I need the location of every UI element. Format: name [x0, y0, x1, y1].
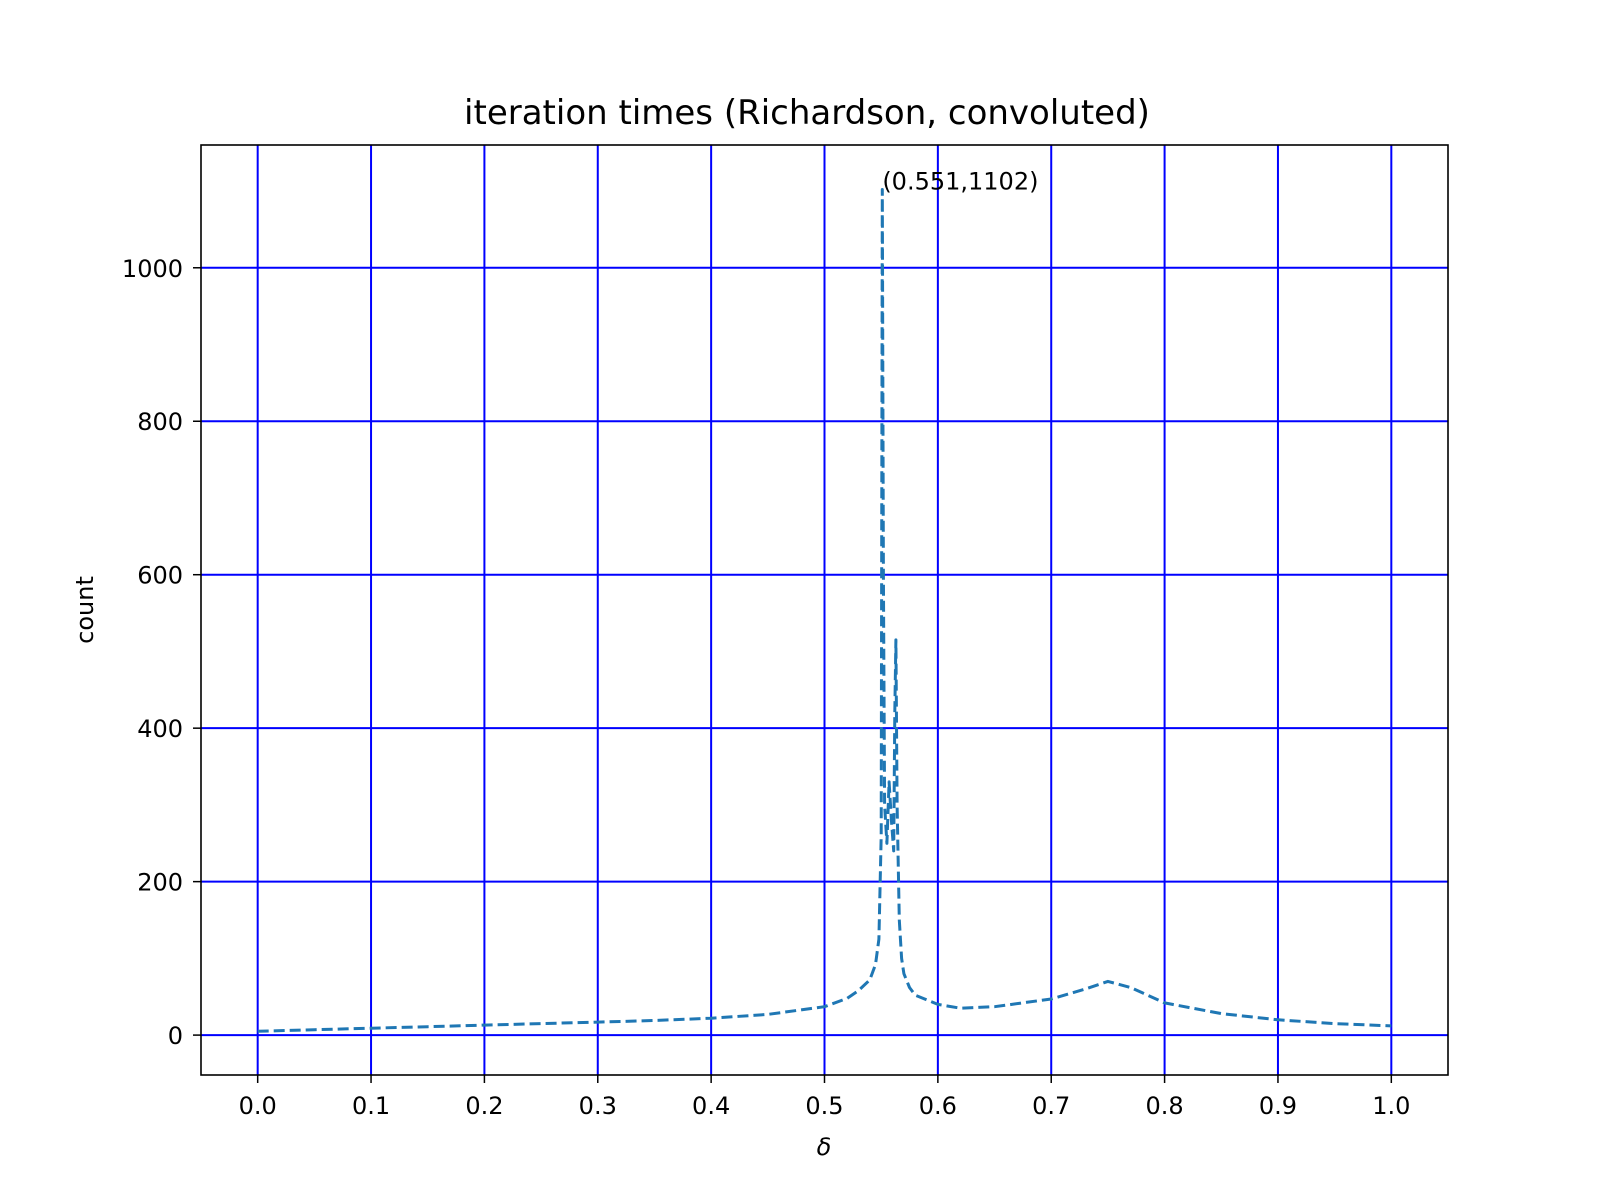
y-tick-label: 1000 — [122, 255, 183, 283]
y-tick-label: 200 — [137, 869, 183, 897]
y-tick-label: 0 — [168, 1022, 183, 1050]
x-tick-label: 0.1 — [352, 1092, 390, 1120]
series-line — [257, 188, 1392, 1033]
x-tick-label: 0.7 — [1032, 1092, 1070, 1120]
chart-title: iteration times (Richardson, convoluted) — [464, 93, 1150, 133]
x-tick-label: 1.0 — [1372, 1092, 1410, 1120]
y-tick-label: 800 — [137, 408, 183, 436]
y-tick-label: 400 — [137, 715, 183, 743]
x-tick-label: 0.8 — [1146, 1092, 1184, 1120]
x-tick-label: 0.0 — [239, 1092, 277, 1120]
x-tick-label: 0.9 — [1259, 1092, 1297, 1120]
x-axis-label: δ — [817, 1133, 832, 1161]
x-tick-label: 0.5 — [805, 1092, 843, 1120]
x-tick-label: 0.4 — [692, 1092, 730, 1120]
x-tick-label: 0.2 — [465, 1092, 503, 1120]
peak-annotation: (0.551,1102) — [882, 168, 1038, 196]
y-axis-label: count — [71, 576, 99, 644]
x-tick-label: 0.3 — [579, 1092, 617, 1120]
series-group — [257, 188, 1392, 1033]
grid-lines — [201, 145, 1448, 1075]
x-tick-label: 0.6 — [919, 1092, 957, 1120]
x-axis-ticks: 0.0 0.1 0.2 0.3 0.4 0.5 0.6 0.7 0.8 0.9 1.0 — [239, 1075, 1410, 1120]
y-axis-ticks: 0 200 400 600 800 1000 — [122, 255, 201, 1050]
y-tick-label: 600 — [137, 562, 183, 590]
